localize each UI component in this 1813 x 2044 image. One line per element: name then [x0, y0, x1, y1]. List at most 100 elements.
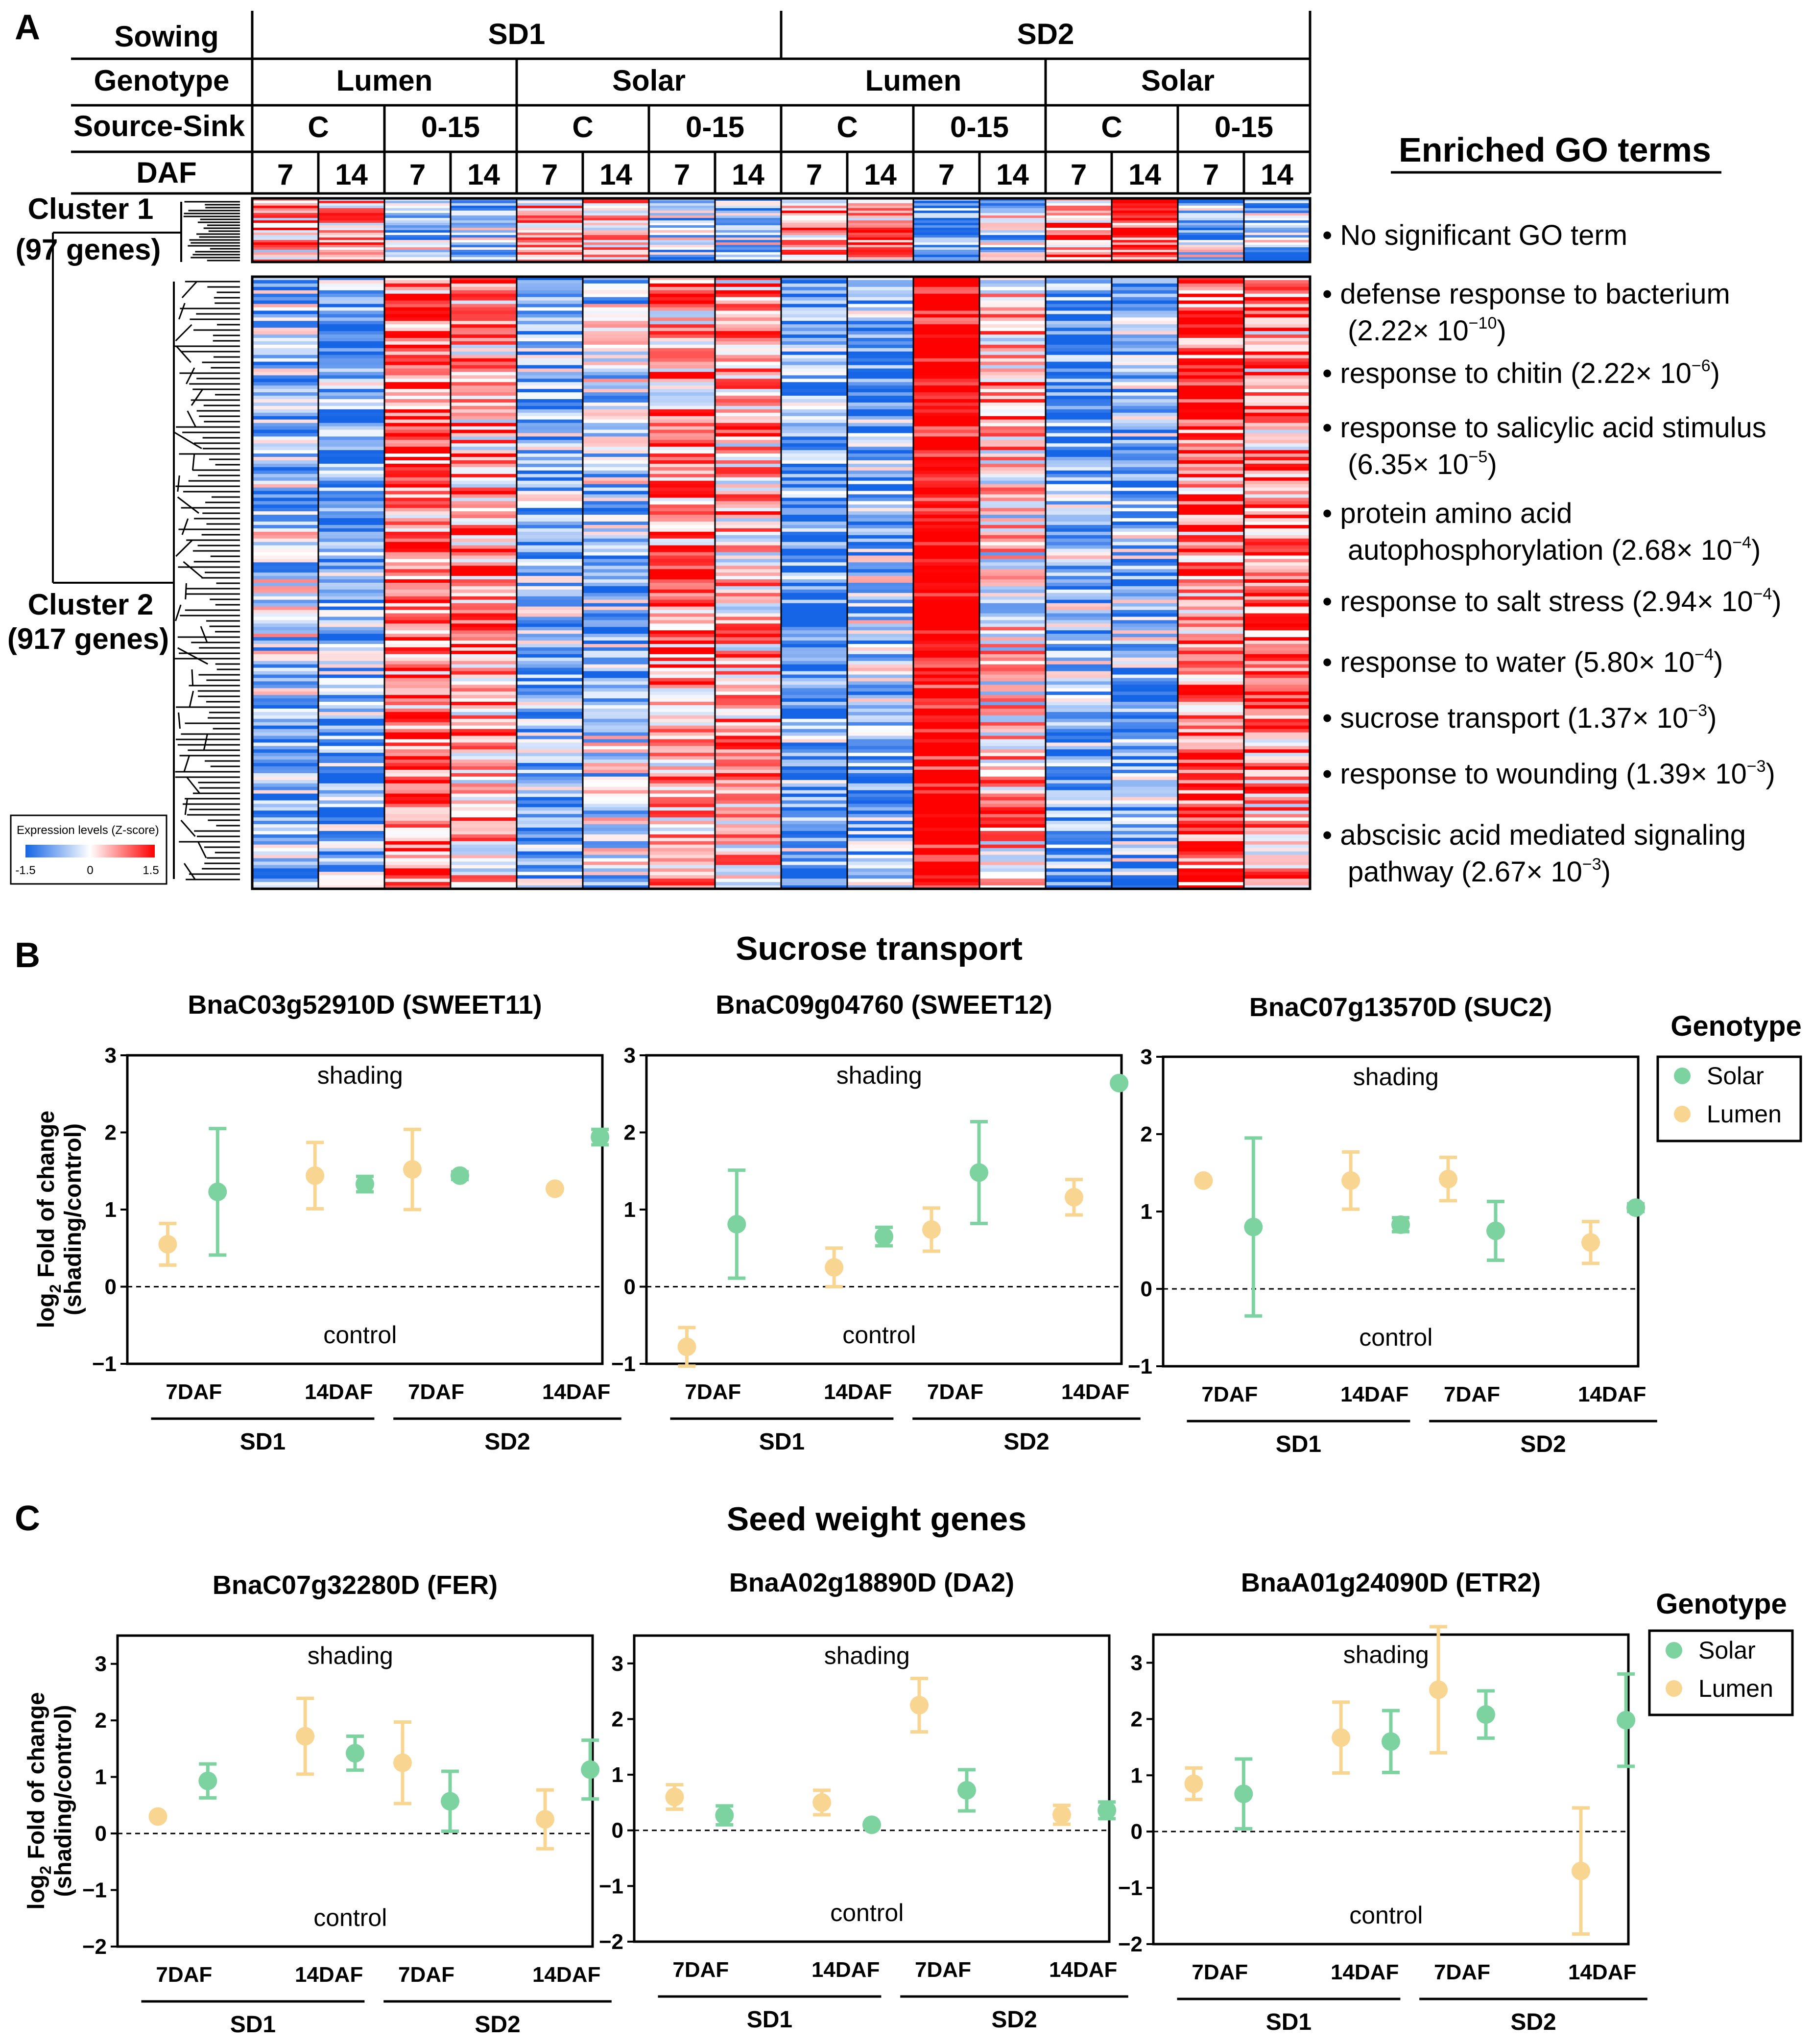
daf-label: 7 — [1203, 158, 1219, 191]
group-label: SD1 — [230, 2012, 276, 2038]
plot-frame — [126, 1054, 604, 1365]
legend-c: Genotype Solar Lumen — [1648, 1588, 1794, 1716]
legend-c-lumen-label: Lumen — [1698, 1675, 1773, 1702]
y-tick-label: 3 — [612, 1652, 623, 1676]
colorbar: Expression levels (Z-score) -1.5 0 1.5 — [10, 814, 167, 885]
group-label: SD2 — [1510, 2009, 1556, 2035]
data-point-solar — [1486, 1199, 1505, 1262]
y-tick-label: 0 — [95, 1822, 107, 1846]
data-point-solar — [1110, 1073, 1129, 1093]
x-tick-label: 7DAF — [672, 1958, 729, 1982]
shading-annotation: shading — [1353, 1063, 1439, 1091]
point-marker — [441, 1792, 459, 1811]
point-marker — [346, 1744, 364, 1763]
row-label-daf: DAF — [136, 156, 196, 189]
daf-label: 14 — [1261, 158, 1293, 191]
x-tick-label: 7DAF — [927, 1380, 983, 1404]
legend-b-lumen-marker — [1674, 1106, 1691, 1122]
plot-frame — [1152, 1633, 1630, 1946]
go-term-line1: • defense response to bacterium — [1322, 278, 1730, 310]
x-tick-label: 7DAF — [1444, 1382, 1500, 1406]
y-tick-label: −1 — [611, 1352, 636, 1376]
panel-label-c: C — [15, 1499, 40, 1538]
data-point-lumen — [158, 1221, 177, 1267]
daf-label: 7 — [409, 158, 426, 191]
shading-annotation: shading — [308, 1642, 393, 1669]
point-marker — [536, 1810, 554, 1829]
plot-frame — [1162, 1055, 1640, 1368]
gene-plot: BnaC03g52910D (SWEET11) −1 0 1 2 3 shading cont… — [33, 990, 621, 1455]
data-point-lumen — [677, 1326, 696, 1368]
go-term-line1: • sucrose transport (1.37× 10−3) — [1322, 701, 1717, 734]
gene-plots: BnaC03g52910D (SWEET11) −1 0 1 2 3 shading cont… — [24, 990, 1657, 2038]
daf-label: 14 — [996, 158, 1029, 191]
legend-c-lumen-marker — [1666, 1680, 1682, 1697]
plot-frame — [645, 1054, 1123, 1365]
y-tick-label: −1 — [92, 1352, 117, 1376]
legend-c-solar-marker — [1666, 1642, 1682, 1659]
daf-label: 7 — [938, 158, 954, 191]
x-tick-label: 14DAF — [1331, 1960, 1399, 1984]
group-label: SD1 — [747, 2007, 792, 2033]
data-point-lumen — [1194, 1171, 1213, 1190]
data-point-solar — [727, 1168, 746, 1280]
legend-c-title: Genotype — [1656, 1588, 1787, 1620]
y-tick-label: 1 — [105, 1198, 117, 1222]
y-tick-label: 3 — [95, 1652, 107, 1676]
point-marker — [591, 1127, 610, 1146]
row-label-genotype: Genotype — [94, 64, 230, 97]
gene-plot: BnaA02g18890D (DA2) −2 −1 0 1 2 3 shading contro… — [599, 1568, 1128, 2033]
data-point-lumen — [536, 1788, 554, 1851]
data-point-solar — [581, 1738, 600, 1801]
daf-label: 14 — [864, 158, 897, 191]
point-marker — [1234, 1784, 1253, 1804]
sowing-label-sd2: SD2 — [1017, 18, 1074, 50]
y-tick-label: −1 — [599, 1874, 623, 1898]
dendrogram-leaves — [174, 201, 240, 880]
data-point-lumen — [910, 1677, 929, 1734]
y-axis-label-2: (shading/control) — [50, 1705, 76, 1897]
heatmap-cluster2 — [251, 275, 1312, 890]
data-point-lumen — [546, 1179, 564, 1198]
y-tick-label: 1 — [624, 1198, 636, 1222]
data-point-solar — [1097, 1800, 1117, 1821]
point-marker — [208, 1182, 227, 1201]
control-annotation: control — [842, 1321, 916, 1349]
y-tick-label: −2 — [599, 1930, 623, 1954]
heatmap-header-grid — [317, 59, 1245, 193]
data-point-lumen — [1572, 1806, 1590, 1936]
x-tick-label: 7DAF — [685, 1380, 741, 1404]
shading-annotation: shading — [317, 1062, 403, 1089]
data-point-solar — [591, 1127, 610, 1147]
y-tick-label: −1 — [82, 1878, 107, 1902]
section-b-title: Sucrose transport — [736, 930, 1023, 967]
cluster2-name: Cluster 2 — [28, 588, 154, 621]
point-marker — [1486, 1221, 1505, 1240]
y-tick-label: −2 — [1118, 1932, 1143, 1956]
daf-label: 14 — [335, 158, 368, 191]
gene-plot: BnaC07g32280D (FER) −2 −1 0 1 2 3 shading contro… — [24, 1570, 612, 2038]
genotype-labels: Lumen Solar Lumen Solar — [336, 64, 1215, 97]
x-tick-label: 7DAF — [156, 1963, 212, 1987]
point-marker — [1184, 1774, 1203, 1793]
go-term-line1: • response to salicylic acid stimulus — [1322, 412, 1766, 444]
daf-label: 14 — [732, 158, 764, 191]
y-tick-label: 0 — [612, 1819, 623, 1843]
data-point-lumen — [296, 1696, 315, 1776]
y-tick-label: 2 — [624, 1121, 636, 1145]
point-marker — [1626, 1198, 1646, 1217]
data-point-solar — [441, 1769, 459, 1833]
source-sink-label: C — [308, 111, 329, 143]
go-cluster1-term: • No significant GO term — [1322, 219, 1627, 251]
data-point-lumen — [1332, 1700, 1351, 1775]
data-point-lumen — [1184, 1766, 1203, 1802]
source-sink-label: C — [1101, 111, 1122, 143]
control-annotation: control — [313, 1904, 387, 1931]
data-point-lumen — [1581, 1220, 1600, 1265]
y-tick-label: 1 — [95, 1765, 107, 1789]
dendrogram — [52, 202, 182, 879]
point-marker — [158, 1235, 177, 1254]
go-term-list: • defense response to bacterium (2.22× 10… — [1322, 278, 1782, 888]
point-marker — [1572, 1861, 1590, 1880]
